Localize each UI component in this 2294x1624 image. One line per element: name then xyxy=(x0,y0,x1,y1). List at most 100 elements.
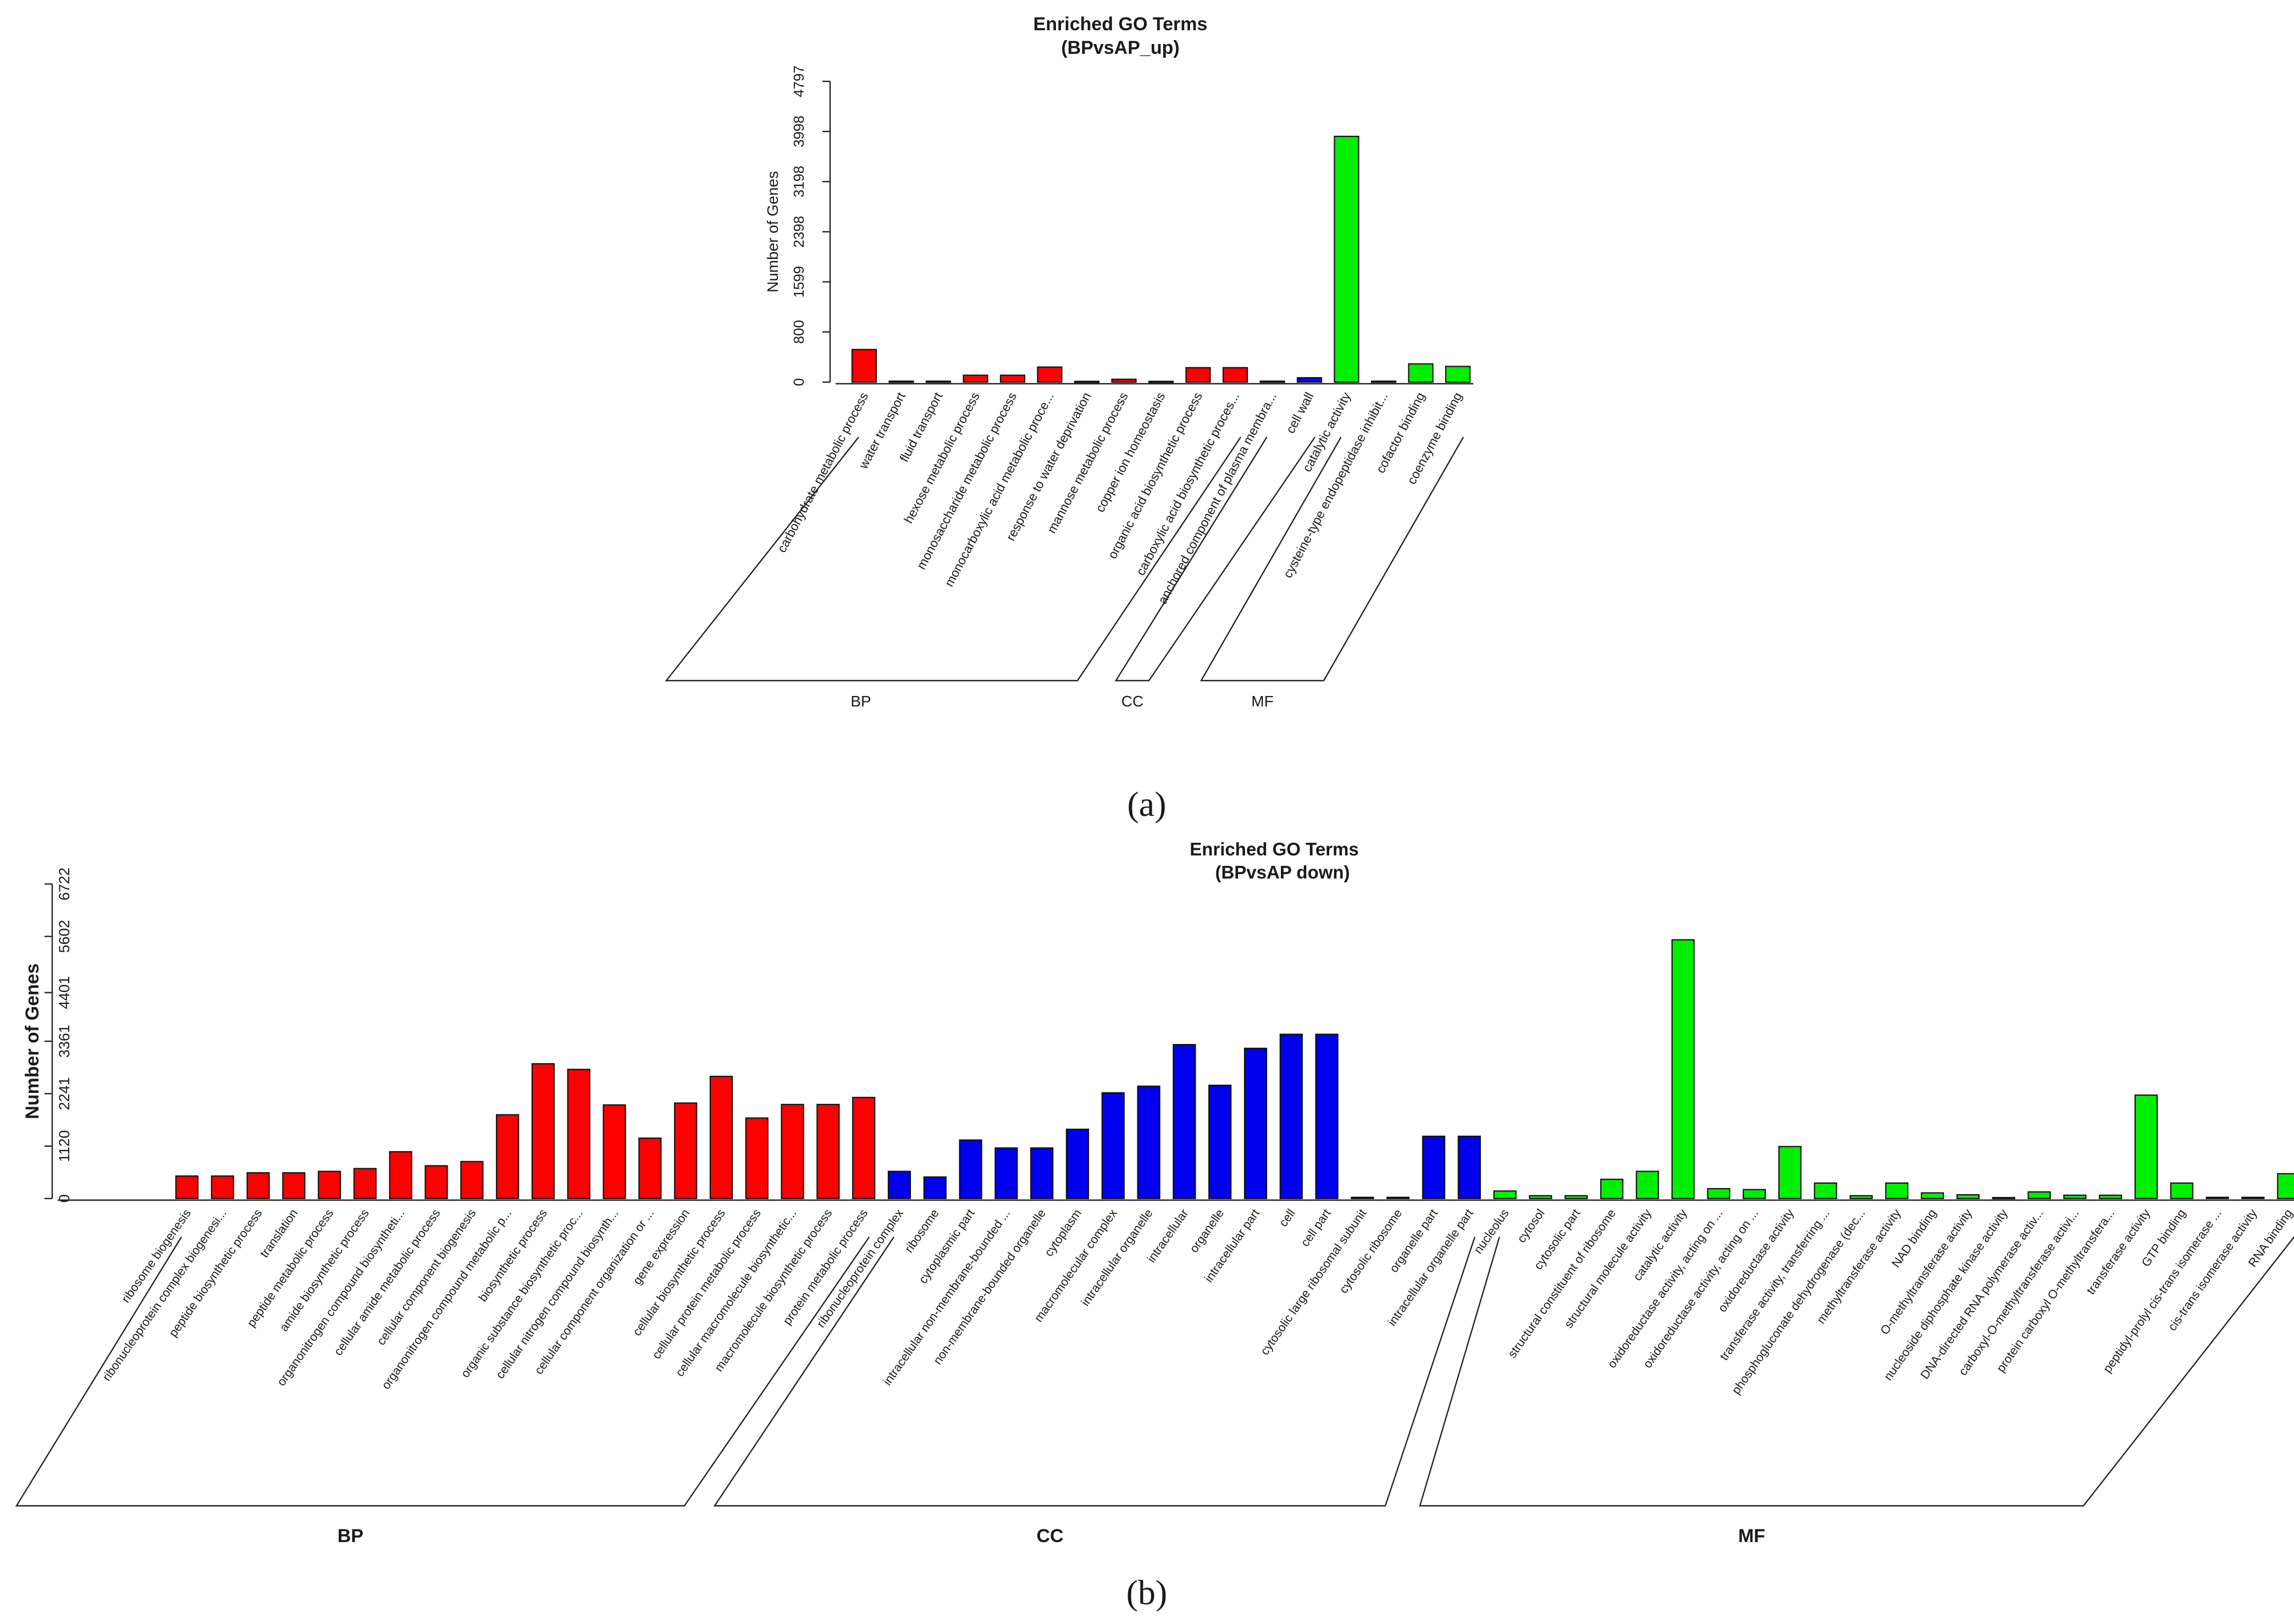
bar xyxy=(1885,1182,1909,1200)
bar xyxy=(851,349,877,383)
bar xyxy=(2205,1196,2229,1200)
bar xyxy=(175,1175,199,1200)
bar xyxy=(1778,1146,1802,1200)
bar xyxy=(353,1168,377,1200)
bar xyxy=(1422,1135,1446,1200)
bar xyxy=(999,374,1026,383)
bar xyxy=(2099,1194,2122,1200)
bar xyxy=(2027,1191,2051,1200)
x-tick-label: intracellular organelle xyxy=(1078,1207,1155,1309)
x-tick-label: cytosolic ribosome xyxy=(1336,1207,1405,1296)
bar xyxy=(1445,366,1471,383)
group-label-cc: CC xyxy=(1036,1526,1063,1546)
bar xyxy=(1315,1034,1339,1200)
bar xyxy=(1030,1147,1054,1200)
bar xyxy=(1222,367,1248,383)
group-bracket-bp xyxy=(665,437,1241,682)
bar xyxy=(1296,377,1323,383)
group-bracket-cc xyxy=(1114,437,1315,682)
x-tick-label: phosphogluconate dehydrogenase (dec... xyxy=(1729,1207,1868,1397)
bar xyxy=(496,1114,519,1200)
bar xyxy=(2277,1173,2294,1200)
x-tick-label: nucleolus xyxy=(1471,1207,1512,1256)
y-tick-label: 6722 xyxy=(56,868,73,901)
bar xyxy=(389,1151,412,1200)
bar xyxy=(318,1170,341,1200)
panel-label: (a) xyxy=(1127,785,1166,824)
chart-subtitle: (BPvsAP down) xyxy=(1215,862,1350,882)
bar xyxy=(1408,363,1434,383)
bar xyxy=(1814,1182,1837,1200)
panel-a-chart: Enriched GO Terms(BPvsAP_up) 0 800 1599 2398… xyxy=(665,14,1473,824)
bar xyxy=(816,1103,840,1200)
bar xyxy=(211,1175,234,1200)
bar xyxy=(1037,366,1063,383)
y-tick-label: 1120 xyxy=(56,1130,73,1162)
bar xyxy=(460,1161,484,1200)
x-tick-label: ribosome xyxy=(902,1207,942,1255)
bar xyxy=(1334,135,1359,383)
bar xyxy=(602,1104,626,1200)
x-tick-label: copper ion homeostasis xyxy=(1092,390,1168,515)
bar xyxy=(709,1075,733,1200)
y-tick-label: 2241 xyxy=(56,1077,73,1110)
group-bracket-bp xyxy=(15,1236,870,1507)
bar xyxy=(1635,1170,1659,1200)
bar xyxy=(531,1063,555,1200)
x-tick-label: cytosol xyxy=(1514,1207,1547,1245)
bar xyxy=(638,1137,662,1200)
group-label-bp: BP xyxy=(850,693,871,710)
bar xyxy=(1493,1190,1517,1200)
bar xyxy=(2063,1194,2087,1200)
bar xyxy=(1529,1195,1552,1200)
x-tick-label: carbohydrate metabolic process xyxy=(774,390,871,555)
bar xyxy=(1148,380,1174,383)
bar xyxy=(1351,1196,1374,1200)
chart-subtitle: (BPvsAP_up) xyxy=(1061,37,1179,58)
y-tick-label: 4401 xyxy=(56,976,73,1009)
chart-title: Enriched GO Terms xyxy=(1190,839,1358,859)
x-tick-label: ribosome biogenesis xyxy=(119,1207,194,1306)
bar xyxy=(1386,1196,1410,1200)
bar xyxy=(1849,1195,1873,1200)
x-tick-label: organelle xyxy=(1187,1207,1226,1255)
bar xyxy=(963,374,988,383)
bar xyxy=(1956,1194,1980,1200)
bar xyxy=(781,1103,804,1200)
group-label-cc: CC xyxy=(1121,693,1143,710)
panel-label: (b) xyxy=(1126,1573,1168,1612)
bar xyxy=(1074,380,1100,383)
bar xyxy=(852,1097,876,1200)
bar xyxy=(2241,1196,2265,1200)
bar xyxy=(1111,378,1137,383)
y-tick-label: 0 xyxy=(56,1194,73,1202)
x-tick-label: organonitrogen compound metabolic p... xyxy=(379,1207,514,1392)
y-axis-label: Number of Genes xyxy=(22,963,43,1119)
bar xyxy=(246,1172,270,1200)
bar xyxy=(1259,380,1285,383)
bar xyxy=(923,1176,947,1200)
y-tick-label: 800 xyxy=(791,320,807,344)
y-tick-label: 3998 xyxy=(791,115,807,147)
bar xyxy=(994,1147,1018,1200)
x-tick-label: cell wall xyxy=(1283,390,1317,435)
bar xyxy=(1279,1034,1303,1200)
chart-title: Enriched GO Terms xyxy=(1033,14,1208,35)
x-tick-label: cell xyxy=(1276,1207,1297,1229)
bar xyxy=(1243,1047,1268,1200)
group-label-mf: MF xyxy=(1251,693,1273,710)
y-tick-label: 0 xyxy=(791,378,807,386)
bar xyxy=(1600,1179,1624,1200)
bar xyxy=(925,380,952,383)
bar xyxy=(424,1165,448,1200)
bar xyxy=(1137,1085,1160,1200)
x-tick-label: biosynthetic process xyxy=(476,1207,550,1305)
x-tick-label: transferase activity xyxy=(2083,1207,2153,1297)
y-tick-label: 5602 xyxy=(56,920,73,953)
x-tick-label: cell part xyxy=(1298,1207,1334,1249)
group-bracket-mf xyxy=(1199,437,1464,682)
group-bracket-mf xyxy=(1419,1236,2294,1507)
y-tick-label: 3198 xyxy=(791,165,807,197)
bar xyxy=(1921,1192,1944,1200)
